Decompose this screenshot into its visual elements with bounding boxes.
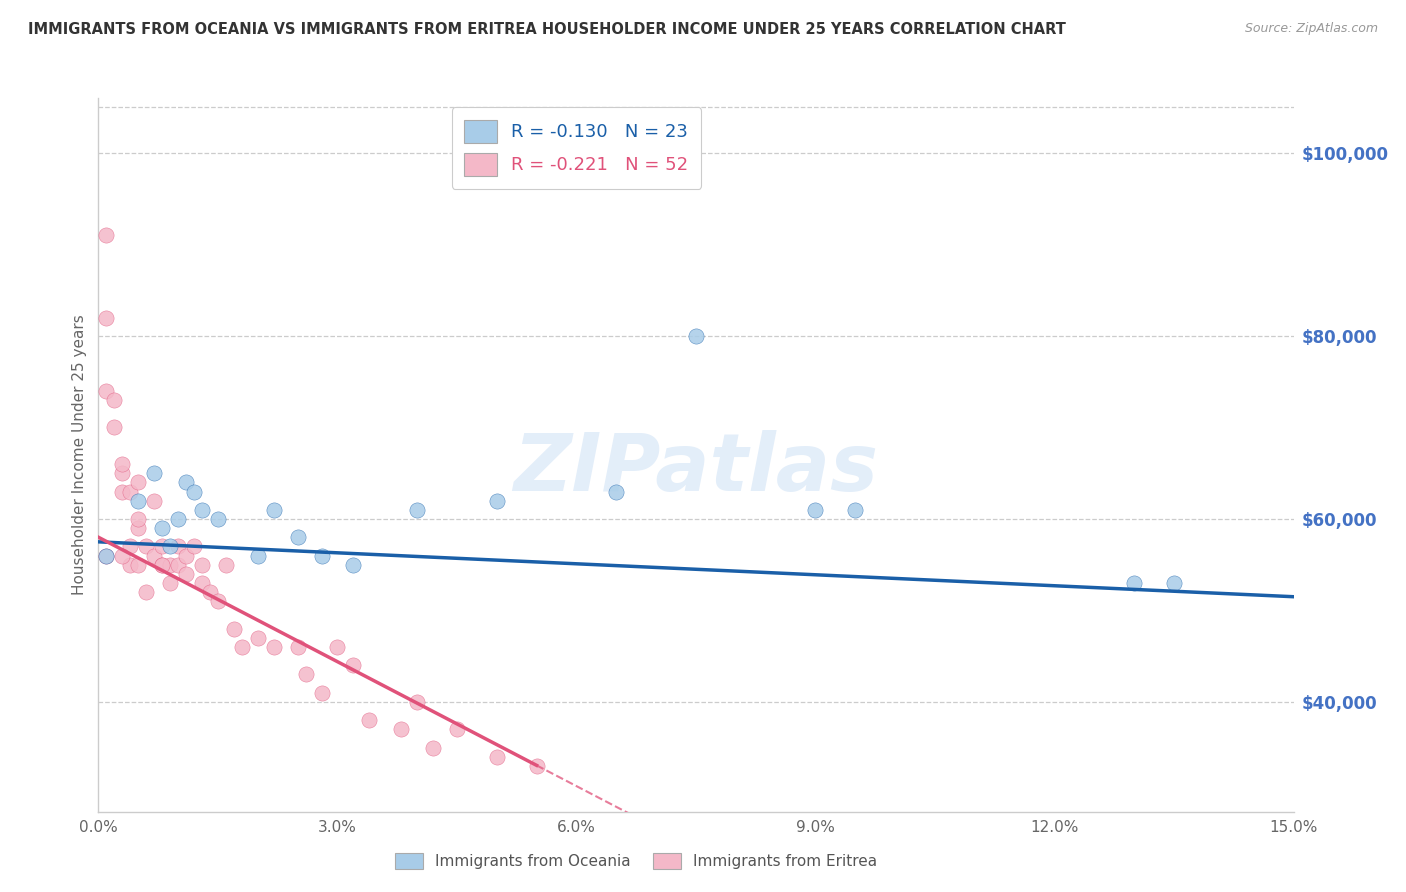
Point	[120, 540, 142, 554]
Point	[294, 667, 316, 681]
Point	[685, 329, 707, 343]
Point	[135, 540, 157, 554]
Point	[150, 521, 173, 535]
Point	[311, 549, 333, 563]
Point	[150, 540, 173, 554]
Point	[198, 585, 221, 599]
Point	[422, 740, 444, 755]
Point	[174, 566, 197, 581]
Point	[127, 521, 149, 535]
Point	[159, 576, 181, 591]
Point	[207, 512, 229, 526]
Point	[1123, 576, 1146, 591]
Point	[342, 658, 364, 673]
Point	[143, 493, 166, 508]
Point	[231, 640, 253, 654]
Point	[191, 558, 214, 572]
Point	[111, 484, 134, 499]
Text: ZIPatlas: ZIPatlas	[513, 430, 879, 508]
Text: IMMIGRANTS FROM OCEANIA VS IMMIGRANTS FROM ERITREA HOUSEHOLDER INCOME UNDER 25 Y: IMMIGRANTS FROM OCEANIA VS IMMIGRANTS FR…	[28, 22, 1066, 37]
Point	[120, 558, 142, 572]
Point	[222, 622, 245, 636]
Point	[389, 723, 412, 737]
Point	[191, 576, 214, 591]
Point	[135, 585, 157, 599]
Point	[446, 723, 468, 737]
Point	[485, 749, 508, 764]
Point	[167, 512, 190, 526]
Point	[215, 558, 238, 572]
Point	[605, 484, 627, 499]
Point	[804, 503, 827, 517]
Point	[406, 695, 429, 709]
Point	[127, 493, 149, 508]
Point	[311, 686, 333, 700]
Point	[143, 467, 166, 481]
Point	[111, 457, 134, 471]
Point	[167, 540, 190, 554]
Point	[287, 640, 309, 654]
Point	[406, 503, 429, 517]
Point	[111, 467, 134, 481]
Point	[96, 549, 118, 563]
Point	[159, 540, 181, 554]
Point	[844, 503, 866, 517]
Point	[207, 594, 229, 608]
Point	[342, 558, 364, 572]
Point	[150, 558, 173, 572]
Point	[143, 549, 166, 563]
Point	[127, 512, 149, 526]
Point	[183, 484, 205, 499]
Y-axis label: Householder Income Under 25 years: Householder Income Under 25 years	[72, 315, 87, 595]
Point	[263, 503, 285, 517]
Point	[159, 558, 181, 572]
Point	[326, 640, 349, 654]
Point	[103, 392, 125, 407]
Point	[526, 759, 548, 773]
Point	[167, 558, 190, 572]
Point	[127, 558, 149, 572]
Point	[150, 558, 173, 572]
Point	[246, 631, 269, 645]
Point	[174, 475, 197, 490]
Point	[96, 384, 118, 398]
Point	[191, 503, 214, 517]
Point	[96, 310, 118, 325]
Point	[1163, 576, 1185, 591]
Point	[96, 228, 118, 243]
Point	[111, 549, 134, 563]
Point	[287, 530, 309, 544]
Point	[103, 420, 125, 434]
Point	[359, 713, 381, 727]
Point	[96, 549, 118, 563]
Point	[183, 540, 205, 554]
Point	[246, 549, 269, 563]
Point	[120, 484, 142, 499]
Point	[263, 640, 285, 654]
Point	[127, 475, 149, 490]
Point	[485, 493, 508, 508]
Legend: Immigrants from Oceania, Immigrants from Eritrea: Immigrants from Oceania, Immigrants from…	[389, 847, 883, 875]
Point	[174, 549, 197, 563]
Text: Source: ZipAtlas.com: Source: ZipAtlas.com	[1244, 22, 1378, 36]
